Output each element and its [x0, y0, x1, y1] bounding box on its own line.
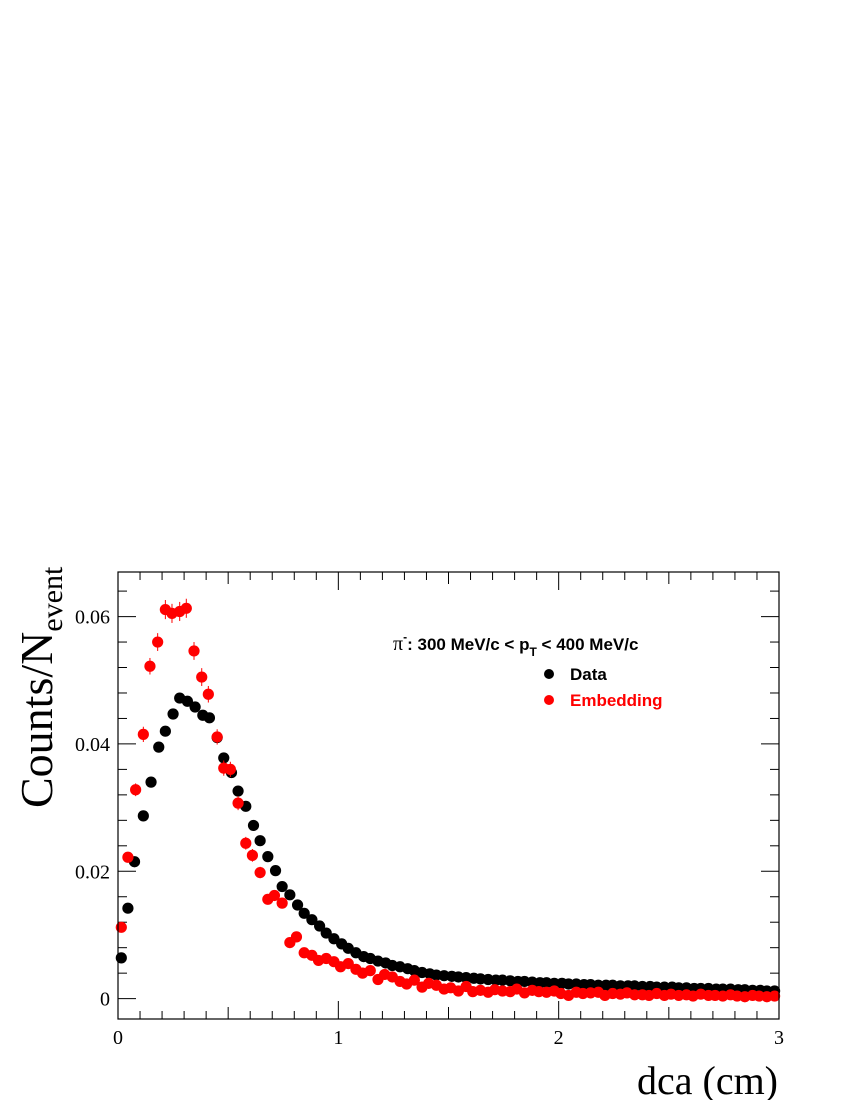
data-point: [189, 701, 201, 713]
data-point: [122, 851, 134, 863]
y-axis-title-subscript: event: [36, 566, 69, 632]
data-point: [298, 907, 310, 919]
legend-marker-embedding: [544, 695, 554, 705]
data-point: [276, 880, 288, 893]
data-point: [290, 931, 303, 943]
data-point: [144, 660, 156, 672]
x-tick-label: 0: [113, 1027, 123, 1049]
annotation-pt-subscript: T: [529, 645, 537, 659]
x-tick-label: 3: [774, 1027, 784, 1049]
y-tick-label: 0.06: [75, 607, 110, 629]
data-point: [180, 602, 192, 614]
series-data: [115, 692, 781, 997]
y-tick-label: 0.02: [75, 861, 110, 883]
series-embedding: [115, 598, 781, 1003]
data-point: [247, 819, 260, 832]
data-point: [320, 927, 332, 939]
data-point: [137, 728, 149, 740]
data-point: [203, 712, 216, 724]
data-point: [224, 763, 236, 775]
data-point: [768, 990, 781, 1002]
data-point: [232, 785, 244, 797]
data-point: [314, 920, 326, 932]
x-axis-title: dca (cm): [637, 1058, 778, 1100]
annotation-text-start: : 300 MeV/c < p: [407, 635, 529, 654]
data-point: [196, 671, 208, 683]
data-point: [122, 902, 134, 914]
data-point: [306, 914, 318, 926]
pion-symbol: π: [393, 633, 403, 655]
data-point: [202, 688, 214, 700]
data-point: [188, 645, 200, 657]
data-point: [284, 889, 296, 901]
data-point: [152, 636, 164, 648]
data-point: [232, 797, 244, 809]
data-point: [254, 835, 266, 847]
data-point: [658, 981, 671, 993]
data-point: [268, 889, 281, 902]
legend-marker-data: [544, 669, 554, 679]
data-point: [246, 849, 259, 861]
data-point: [408, 974, 420, 986]
legend-label-embedding: Embedding: [570, 691, 663, 710]
data-point: [262, 851, 274, 863]
data-point: [218, 752, 230, 764]
y-tick-label: 0.04: [75, 734, 110, 756]
y-axis-title-main: Counts/N: [11, 632, 62, 808]
data-point: [614, 980, 626, 992]
plot-frame: [117, 571, 780, 1020]
x-tick-label: 2: [554, 1027, 564, 1049]
data-point: [153, 741, 165, 753]
data-point: [115, 952, 127, 964]
data-point: [364, 965, 376, 977]
data-point: [276, 897, 288, 909]
data-point: [291, 899, 304, 911]
kinematic-range-annotation: π-: 300 MeV/c < pT < 400 MeV/c: [393, 630, 638, 659]
y-tick-label: 0: [100, 989, 110, 1011]
legend: Data Embedding: [544, 665, 663, 710]
data-point: [254, 866, 266, 879]
data-point: [342, 958, 354, 970]
data-point: [240, 837, 252, 849]
data-point: [181, 695, 194, 707]
data-point: [137, 810, 149, 822]
data-point: [269, 865, 282, 877]
pion-charge-superscript: -: [403, 630, 407, 644]
data-point: [145, 776, 157, 788]
y-axis-title: Counts/Nevent: [11, 566, 69, 808]
data-point: [211, 731, 223, 743]
data-point: [636, 980, 648, 993]
data-point: [130, 784, 142, 796]
data-markers: [115, 598, 781, 1003]
data-point: [115, 921, 127, 933]
data-point: [159, 725, 171, 737]
annotation-text-end: < 400 MeV/c: [537, 635, 639, 654]
axis-tick-labels: 0 1 2 3 0 0.02 0.04 0.06: [75, 607, 784, 1049]
data-point: [629, 989, 641, 1001]
legend-label-data: Data: [570, 665, 607, 684]
data-point: [562, 978, 575, 990]
x-tick-label: 1: [333, 1027, 343, 1049]
data-point: [167, 708, 179, 720]
